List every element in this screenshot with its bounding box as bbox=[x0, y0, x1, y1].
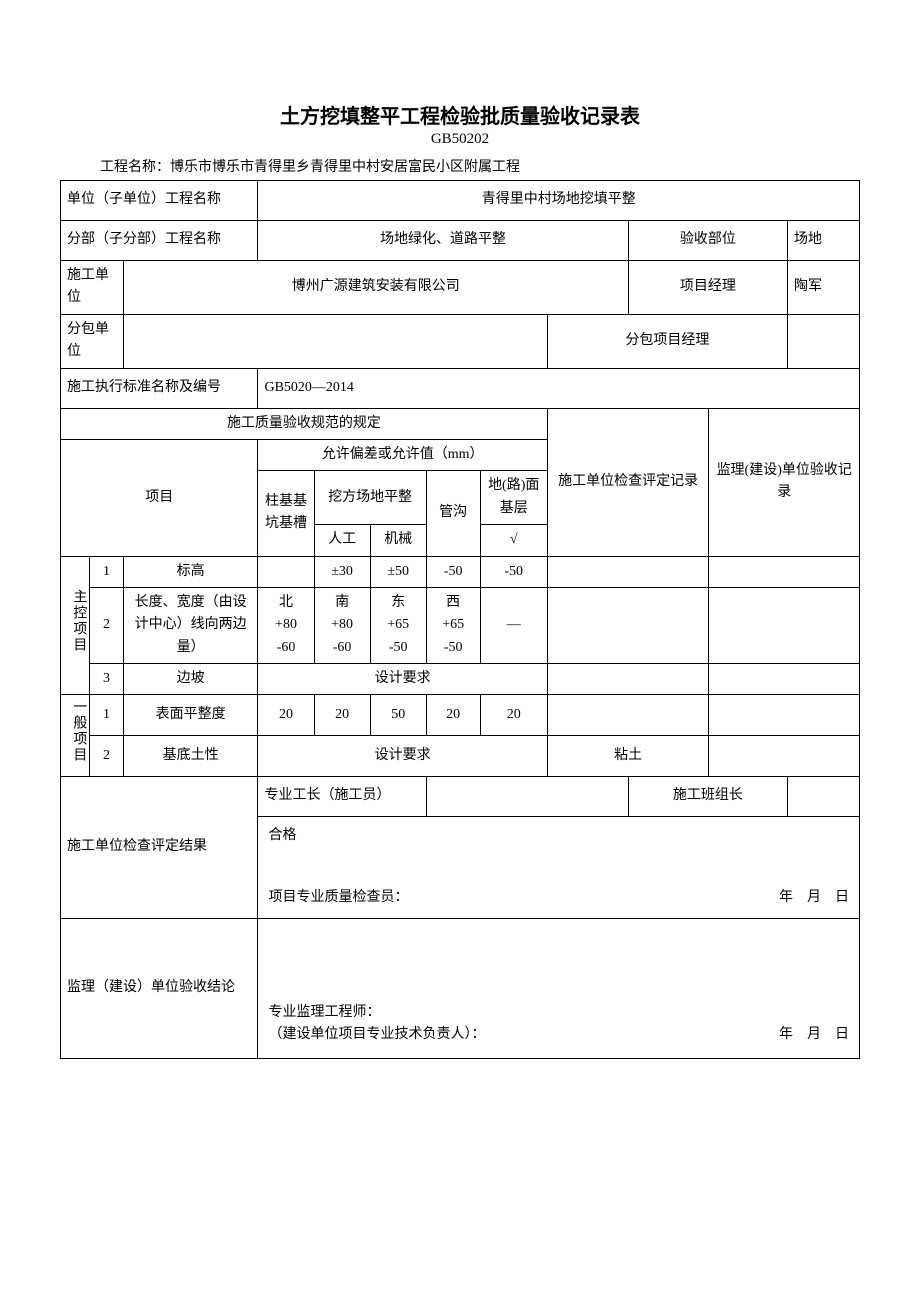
cell-record bbox=[547, 664, 709, 695]
cell-v2: 20 bbox=[314, 695, 370, 736]
cell-supervise bbox=[709, 556, 860, 587]
cell-record: 粘土 bbox=[547, 736, 709, 777]
main-table: 单位（子单位）工程名称 青得里中村场地挖填平整 分部（子分部）工程名称 场地绿化… bbox=[60, 180, 860, 1059]
pm-label: 项目经理 bbox=[628, 261, 787, 315]
doc-title: 土方挖填整平工程检验批质量验收记录表 bbox=[60, 100, 860, 129]
unit-value: 青得里中村场地挖填平整 bbox=[258, 181, 860, 221]
supervise-block: 专业监理工程师： （建设单位项目专业技术负责人）： 年 月 日 bbox=[258, 918, 860, 1058]
table-row: 一般项目 1 表面平整度 20 20 50 20 20 bbox=[61, 695, 860, 736]
crew-label: 施工班组长 bbox=[628, 776, 787, 816]
foreman-value bbox=[426, 776, 628, 816]
row-idx: 1 bbox=[90, 695, 124, 736]
subdiv-label: 分部（子分部）工程名称 bbox=[61, 221, 258, 261]
inspector-label: 项目专业质量检查员： bbox=[268, 887, 408, 909]
row-name: 表面平整度 bbox=[123, 695, 258, 736]
subcontract-pm-label: 分包项目经理 bbox=[547, 314, 787, 368]
date-format: 年 月 日 bbox=[779, 887, 849, 909]
cell-v5: 20 bbox=[480, 695, 547, 736]
subcontract-label: 分包单位 bbox=[61, 314, 124, 368]
result-block: 合格 项目专业质量检查员： 年 月 日 bbox=[258, 816, 860, 918]
result-value: 合格 bbox=[268, 825, 849, 847]
cell-pile: 北+80-60 bbox=[258, 587, 314, 663]
cell-v4: 20 bbox=[426, 695, 480, 736]
doc-code: GB50202 bbox=[60, 131, 860, 148]
cell-record bbox=[547, 556, 709, 587]
cell-manual: ±30 bbox=[314, 556, 370, 587]
cell-supervise bbox=[709, 664, 860, 695]
cell-span: 设计要求 bbox=[258, 736, 547, 777]
cell-road: — bbox=[480, 587, 547, 663]
cell-supervise bbox=[709, 695, 860, 736]
col-road-check: √ bbox=[480, 525, 547, 556]
cell-road: -50 bbox=[480, 556, 547, 587]
crew-value bbox=[787, 776, 859, 816]
row-idx: 1 bbox=[90, 556, 124, 587]
cell-machine: ±50 bbox=[370, 556, 426, 587]
row-idx: 3 bbox=[90, 664, 124, 695]
col-excavation: 挖方场地平整 bbox=[314, 471, 426, 525]
construction-unit-value: 博州广源建筑安装有限公司 bbox=[123, 261, 628, 315]
table-row: 3 边坡 设计要求 bbox=[61, 664, 860, 695]
engineer-sub: （建设单位项目专业技术负责人）： bbox=[268, 1024, 485, 1046]
cell-record bbox=[547, 587, 709, 663]
col-road: 地(路)面基层 bbox=[480, 471, 547, 525]
subcontract-value bbox=[123, 314, 547, 368]
project-name-line: 工程名称：博乐市博乐市青得里乡青得里中村安居富民小区附属工程 bbox=[100, 156, 860, 176]
row-name: 标高 bbox=[123, 556, 258, 587]
row-idx: 2 bbox=[90, 736, 124, 777]
accept-part-label: 验收部位 bbox=[628, 221, 787, 261]
subcontract-pm-value bbox=[787, 314, 859, 368]
standard-label: 施工执行标准名称及编号 bbox=[61, 368, 258, 408]
cell-pile bbox=[258, 556, 314, 587]
main-label: 主控项目 bbox=[61, 556, 90, 695]
cell-pipe: -50 bbox=[426, 556, 480, 587]
col-pipe: 管沟 bbox=[426, 471, 480, 556]
item-label: 项目 bbox=[61, 439, 258, 556]
row-name: 基底土性 bbox=[123, 736, 258, 777]
project-label: 工程名称： bbox=[100, 160, 170, 175]
table-row: 2 基底土性 设计要求 粘土 bbox=[61, 736, 860, 777]
col-pile: 柱基基坑基槽 bbox=[258, 471, 314, 556]
accept-part-value: 场地 bbox=[787, 221, 859, 261]
row-name: 长度、宽度（由设计中心）线向两边量） bbox=[123, 587, 258, 663]
record-supervise-header: 监理(建设)单位验收记录 bbox=[709, 408, 860, 556]
pm-value: 陶军 bbox=[787, 261, 859, 315]
cell-manual: 南+80-60 bbox=[314, 587, 370, 663]
cell-pipe: 西+65-50 bbox=[426, 587, 480, 663]
standard-value: GB5020—2014 bbox=[258, 368, 860, 408]
general-label: 一般项目 bbox=[61, 695, 90, 776]
date-format: 年 月 日 bbox=[779, 1024, 849, 1046]
engineer-label: 专业监理工程师： bbox=[268, 1002, 849, 1024]
record-unit-header: 施工单位检查评定记录 bbox=[547, 408, 709, 556]
cell-supervise bbox=[709, 587, 860, 663]
cell-machine: 东+65-50 bbox=[370, 587, 426, 663]
tolerance-title: 允许偏差或允许值（mm） bbox=[258, 439, 547, 470]
cell-v1: 20 bbox=[258, 695, 314, 736]
cell-record bbox=[547, 695, 709, 736]
unit-label: 单位（子单位）工程名称 bbox=[61, 181, 258, 221]
cell-v3: 50 bbox=[370, 695, 426, 736]
col-manual: 人工 bbox=[314, 525, 370, 556]
construction-unit-label: 施工单位 bbox=[61, 261, 124, 315]
supervise-label: 监理（建设）单位验收结论 bbox=[61, 918, 258, 1058]
subdiv-value: 场地绿化、道路平整 bbox=[258, 221, 628, 261]
table-row: 2 长度、宽度（由设计中心）线向两边量） 北+80-60 南+80-60 东+6… bbox=[61, 587, 860, 663]
col-machine: 机械 bbox=[370, 525, 426, 556]
result-label: 施工单位检查评定结果 bbox=[61, 776, 258, 918]
row-idx: 2 bbox=[90, 587, 124, 663]
cell-supervise bbox=[709, 736, 860, 777]
row-name: 边坡 bbox=[123, 664, 258, 695]
table-row: 主控项目 1 标高 ±30 ±50 -50 -50 bbox=[61, 556, 860, 587]
cell-span: 设计要求 bbox=[258, 664, 547, 695]
project-value: 博乐市博乐市青得里乡青得里中村安居富民小区附属工程 bbox=[170, 160, 520, 175]
foreman-label: 专业工长（施工员） bbox=[258, 776, 426, 816]
spec-title: 施工质量验收规范的规定 bbox=[61, 408, 548, 439]
